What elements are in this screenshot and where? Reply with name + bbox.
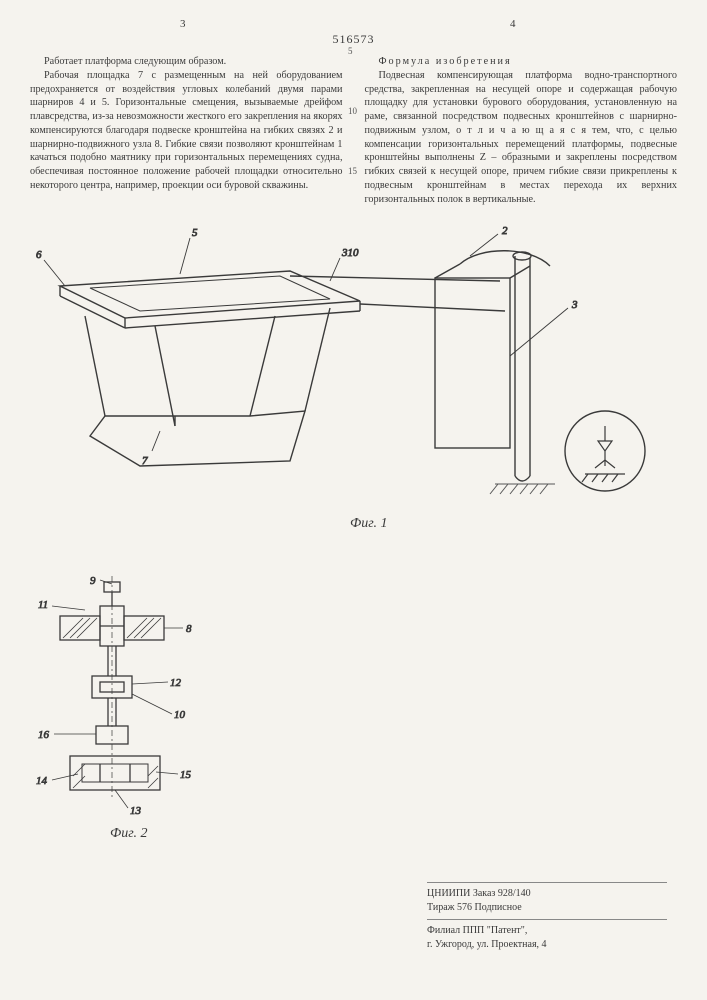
callout-13: 13: [130, 805, 142, 817]
callout-8: 8: [186, 623, 192, 635]
callout-6: 6: [36, 249, 42, 261]
imprint-footer: ЦНИИПИ Заказ 928/140 Тираж 576 Подписное…: [427, 878, 667, 952]
callout-14: 14: [36, 775, 48, 787]
callout-16: 16: [38, 729, 50, 741]
column-numbers: 3 4: [30, 18, 677, 32]
paragraph: Рабочая площадка 7 с размещенным на ней …: [30, 69, 343, 193]
col-num-right: 4: [510, 18, 516, 30]
callout-9: 9: [90, 576, 96, 587]
footer-line1: ЦНИИПИ Заказ 928/140: [427, 887, 667, 901]
left-column: Работает платформа следующим образом. Ра…: [30, 55, 343, 206]
paragraph: Работает платформа следующим образом.: [30, 55, 343, 69]
callout-7: 7: [142, 455, 148, 467]
callout-11: 11: [38, 599, 48, 611]
patent-page: 3 4 5 16 5 7 3 5 10 15 Работает платформа сл…: [0, 0, 707, 864]
footer-line4: г. Ужгород, ул. Проектная, 4: [427, 938, 667, 952]
callout-3: 3: [571, 299, 578, 311]
fig2-label: Фиг. 2: [110, 826, 148, 842]
paragraph: Подвесная компенсирующая платформа водно…: [365, 69, 678, 207]
footer-line2: Тираж 576 Подписное: [427, 901, 667, 915]
line-mark: 15: [348, 164, 357, 178]
figure-2: 8 9 11 12 10 16 14 15 13 Фиг. 2: [30, 576, 230, 846]
callout-15: 15: [180, 769, 192, 781]
right-column: Формула изобретения Подвесная компенсиру…: [365, 55, 678, 206]
fig1-drawing: 310 2 3 5 6 7: [30, 216, 670, 546]
callout-1: 310: [341, 247, 359, 259]
callout-10: 10: [174, 709, 186, 721]
fig1-label: Фиг. 1: [350, 516, 388, 532]
line-mark: 5: [348, 44, 357, 58]
col-num-left: 3: [180, 18, 186, 30]
fig2-drawing: 8 9 11 12 10 16 14 15 13: [30, 576, 230, 826]
line-mark: 10: [348, 104, 357, 118]
callout-2: 2: [502, 225, 508, 237]
figure-1: 310 2 3 5 6 7 Фиг. 1: [30, 216, 677, 576]
callout-5: 5: [192, 227, 198, 239]
callout-12: 12: [170, 677, 182, 689]
footer-line3: Филиал ППП "Патент",: [427, 924, 667, 938]
formula-title: Формула изобретения: [365, 55, 678, 69]
line-number-marks: 5 10 15: [348, 44, 357, 224]
